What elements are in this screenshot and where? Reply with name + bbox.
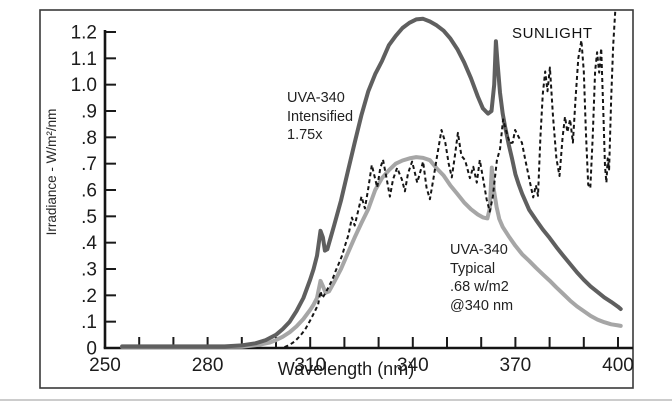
y-tick-label: .8 — [81, 128, 97, 149]
y-tick-label: .5 — [81, 207, 97, 228]
y-tick-label: .9 — [81, 102, 97, 123]
x-tick-label: 370 — [500, 355, 532, 376]
x-tick-label: 250 — [89, 355, 121, 376]
annotation-sunlight: SUNLIGHT — [512, 25, 593, 42]
y-tick-label: .6 — [81, 181, 97, 202]
y-tick-label: 1.1 — [71, 49, 97, 70]
bottom-edge-artifact — [0, 399, 672, 401]
x-axis-title: Wavelength (nm) — [277, 359, 415, 379]
x-tick-label: 310 — [294, 355, 326, 376]
y-tick-label: .1 — [81, 312, 97, 333]
y-tick-label: .2 — [81, 286, 97, 307]
y-tick-label: .4 — [81, 233, 97, 254]
annotation-uva340-intensified: UVA-340 Intensified 1.75x — [287, 90, 354, 143]
x-tick-label: 400 — [602, 355, 634, 376]
annotation-uva340-typical: UVA-340 Typical .68 w/m2 @340 nm — [450, 242, 514, 314]
y-tick-label: 0 — [86, 339, 97, 360]
y-tick-label: .7 — [81, 154, 97, 175]
figure-border — [39, 9, 634, 389]
y-tick-label: 1.0 — [71, 75, 97, 96]
y-tick-label: .3 — [81, 260, 97, 281]
x-tick-label: 280 — [192, 355, 224, 376]
series-uva340-typical — [120, 155, 623, 349]
series-uva340-intensified — [120, 16, 623, 349]
y-axis-title: Irradiance - W/m²/nm — [43, 108, 59, 236]
y-tick-label: 1.2 — [71, 23, 97, 44]
series-sunlight — [284, 10, 617, 349]
x-tick-label: 340 — [397, 355, 429, 376]
